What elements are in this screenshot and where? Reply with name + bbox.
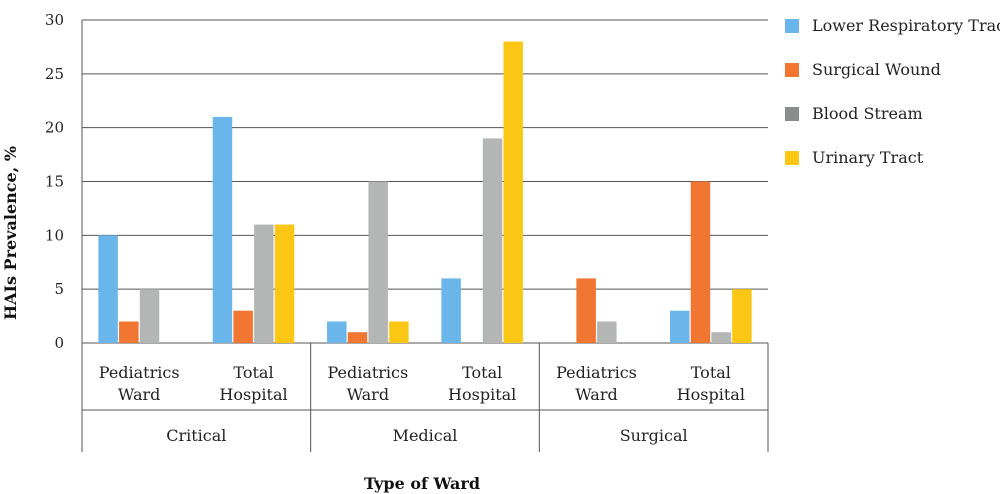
x-category-label: Ward bbox=[347, 385, 389, 404]
legend-label: Urinary Tract bbox=[812, 148, 924, 167]
bar bbox=[503, 41, 523, 344]
x-category-label: Total bbox=[233, 363, 273, 382]
x-category-label: Ward bbox=[118, 385, 160, 404]
bar bbox=[327, 321, 347, 343]
y-tick-label: 20 bbox=[45, 119, 64, 137]
bars bbox=[98, 41, 752, 344]
x-category-label: Pediatrics bbox=[327, 363, 408, 382]
legend-label: Lower Respiratory Tract bbox=[812, 16, 1000, 35]
bar bbox=[212, 116, 233, 344]
bar bbox=[441, 278, 461, 343]
legend-swatch bbox=[785, 151, 799, 165]
x-category-label: Hospital bbox=[219, 385, 287, 404]
bar bbox=[98, 235, 118, 343]
bar bbox=[389, 321, 409, 343]
bar bbox=[233, 310, 253, 343]
y-tick-label: 25 bbox=[45, 65, 64, 83]
x-category-label: Hospital bbox=[677, 385, 745, 404]
bar bbox=[347, 332, 368, 343]
y-axis-title: HAIs Prevalence, % bbox=[1, 146, 20, 320]
category-axis: Pediatrics Ward Total Hospital Critical Pedia… bbox=[81, 20, 769, 452]
x-group-label: Critical bbox=[166, 426, 226, 445]
bar bbox=[274, 224, 295, 343]
x-category-label: Total bbox=[462, 363, 502, 382]
bar bbox=[368, 181, 388, 343]
bar bbox=[690, 181, 711, 343]
bar bbox=[711, 332, 731, 343]
bar bbox=[139, 289, 160, 343]
bar bbox=[254, 224, 274, 343]
legend-label: Blood Stream bbox=[812, 104, 923, 123]
bar bbox=[732, 289, 752, 343]
bar bbox=[482, 138, 503, 343]
x-category-label: Hospital bbox=[448, 385, 516, 404]
x-category-label: Pediatrics bbox=[556, 363, 637, 382]
bar bbox=[670, 310, 690, 343]
x-axis-title: Type of Ward bbox=[364, 474, 480, 493]
bar bbox=[119, 321, 139, 343]
x-category-label: Ward bbox=[575, 385, 617, 404]
y-tick-label: 15 bbox=[45, 173, 64, 191]
x-group-label: Surgical bbox=[620, 426, 688, 445]
legend-swatch bbox=[785, 19, 799, 33]
y-tick-label: 10 bbox=[45, 226, 64, 244]
x-group-label: Medical bbox=[393, 426, 458, 445]
legend-label: Surgical Wound bbox=[812, 60, 941, 79]
legend-swatch bbox=[785, 107, 799, 121]
y-tick-label: 0 bbox=[54, 334, 64, 352]
bar bbox=[597, 321, 617, 343]
x-category-label: Total bbox=[691, 363, 731, 382]
gridlines: 0 5 10 15 20 25 30 bbox=[45, 11, 768, 352]
y-tick-label: 5 bbox=[54, 280, 64, 298]
x-category-label: Pediatrics bbox=[99, 363, 180, 382]
legend-swatch bbox=[785, 63, 799, 77]
bar bbox=[576, 278, 596, 343]
y-tick-label: 30 bbox=[45, 11, 64, 29]
